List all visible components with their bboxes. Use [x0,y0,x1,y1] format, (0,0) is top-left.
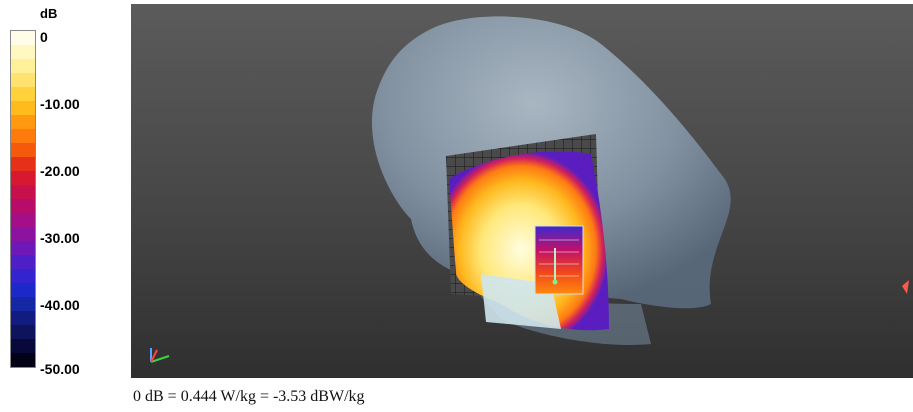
color-scale-segment [11,59,35,73]
color-scale-segment [11,115,35,129]
color-scale-segment [11,227,35,241]
head-model-render [150,16,909,363]
color-scale-segment [11,297,35,311]
tick-label-minus-50: -50.00 [40,361,80,377]
color-scale-segment [11,241,35,255]
color-scale-bar [10,30,36,368]
sar-reference-caption: 0 dB = 0.444 W/kg = -3.53 dBW/kg [133,388,365,405]
color-scale-segment [11,143,35,157]
scale-unit-label: dB [40,6,58,21]
color-scale-segment [11,353,35,367]
tick-label-minus-10: -10.00 [40,96,80,112]
tick-label-minus-30: -30.00 [40,230,80,246]
color-scale-segment [11,283,35,297]
color-scale-segment [11,171,35,185]
color-scale-segment [11,101,35,115]
axis-triad-icon [150,348,170,363]
color-scale-segment [11,157,35,171]
color-scale-segment [11,255,35,269]
color-scale-segment [11,31,35,45]
color-scale-segment [11,129,35,143]
3d-viewport[interactable] [131,4,913,378]
tick-label-minus-20: -20.00 [40,163,80,179]
color-scale-segment [11,45,35,59]
tick-label-minus-40: -40.00 [40,297,80,313]
color-scale-segment [11,339,35,353]
color-scale-segment [11,269,35,283]
color-scale-segment [11,73,35,87]
color-scale-segment [11,185,35,199]
color-scale-segment [11,213,35,227]
color-scale-segment [11,87,35,101]
color-scale-segment [11,199,35,213]
color-scale-segment [11,325,35,339]
color-scale-segment [11,311,35,325]
tick-label-0: 0 [40,29,48,45]
